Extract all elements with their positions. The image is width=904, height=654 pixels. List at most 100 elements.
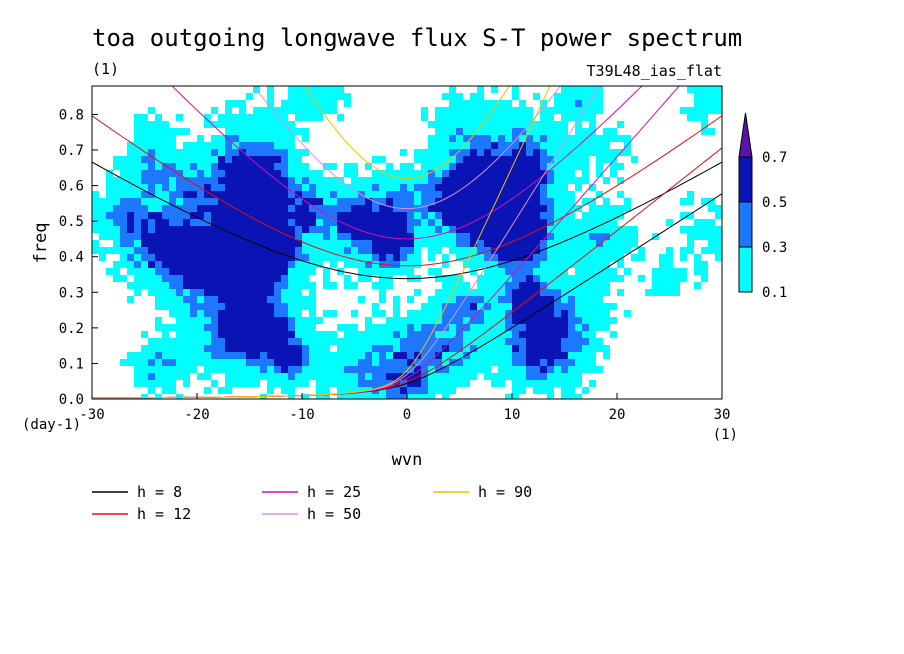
spectral-power-cell: [225, 261, 232, 268]
spectral-power-cell: [365, 163, 372, 170]
spectral-power-cell: [442, 142, 449, 149]
spectral-power-cell: [190, 191, 197, 198]
spectral-power-cell: [274, 345, 281, 352]
spectral-power-cell: [239, 324, 246, 331]
spectral-power-cell: [568, 324, 575, 331]
spectral-power-cell: [267, 212, 274, 219]
spectral-power-cell: [106, 184, 113, 191]
spectral-power-cell: [533, 121, 540, 128]
spectral-power-cell: [134, 366, 141, 373]
spectral-power-cell: [246, 212, 253, 219]
spectral-power-cell: [407, 359, 414, 366]
spectral-power-cell: [302, 303, 309, 310]
spectral-power-cell: [666, 219, 673, 226]
spectral-power-cell: [141, 247, 148, 254]
spectral-power-cell: [386, 366, 393, 373]
spectral-power-cell: [379, 359, 386, 366]
spectral-power-cell: [141, 268, 148, 275]
spectral-power-cell: [463, 226, 470, 233]
spectral-power-cell: [463, 233, 470, 240]
spectral-power-cell: [547, 233, 554, 240]
spectral-power-cell: [484, 219, 491, 226]
spectral-power-cell: [449, 212, 456, 219]
spectral-power-cell: [365, 184, 372, 191]
spectral-power-cell: [484, 268, 491, 275]
spectral-power-cell: [484, 177, 491, 184]
spectral-power-cell: [554, 128, 561, 135]
spectral-power-cell: [288, 289, 295, 296]
spectral-power-cell: [421, 114, 428, 121]
spectral-power-cell: [407, 387, 414, 394]
spectral-power-cell: [547, 352, 554, 359]
spectral-power-cell: [603, 205, 610, 212]
spectral-power-cell: [512, 331, 519, 338]
spectral-power-cell: [197, 163, 204, 170]
spectral-power-cell: [358, 261, 365, 268]
spectral-power-cell: [260, 128, 267, 135]
colorbar-segment: [738, 201, 753, 248]
spectral-power-cell: [253, 198, 260, 205]
spectral-power-cell: [351, 198, 358, 205]
spectral-power-cell: [442, 380, 449, 387]
spectral-power-cell: [589, 226, 596, 233]
spectral-power-cell: [498, 233, 505, 240]
spectral-power-cell: [183, 212, 190, 219]
spectral-power-cell: [365, 345, 372, 352]
spectral-power-cell: [547, 219, 554, 226]
spectral-power-cell: [267, 373, 274, 380]
spectral-power-cell: [386, 212, 393, 219]
spectral-power-cell: [246, 345, 253, 352]
spectral-power-cell: [435, 289, 442, 296]
spectral-power-cell: [239, 212, 246, 219]
spectral-power-cell: [155, 156, 162, 163]
spectral-power-cell: [197, 275, 204, 282]
spectral-power-cell: [470, 121, 477, 128]
spectral-power-cell: [554, 254, 561, 261]
spectral-power-cell: [540, 114, 547, 121]
spectral-power-cell: [267, 331, 274, 338]
spectral-power-cell: [134, 380, 141, 387]
spectral-power-cell: [302, 282, 309, 289]
spectral-power-cell: [505, 219, 512, 226]
spectral-power-cell: [274, 191, 281, 198]
spectral-power-cell: [155, 163, 162, 170]
spectral-power-cell: [225, 282, 232, 289]
spectral-power-cell: [204, 310, 211, 317]
spectral-power-cell: [568, 156, 575, 163]
spectral-power-cell: [526, 240, 533, 247]
spectral-power-cell: [568, 114, 575, 121]
colorbar-label: 0.3: [762, 240, 787, 256]
spectral-power-cell: [204, 345, 211, 352]
spectral-power-cell: [267, 338, 274, 345]
spectral-power-cell: [498, 212, 505, 219]
spectral-power-cell: [239, 254, 246, 261]
spectral-power-cell: [197, 345, 204, 352]
spectral-power-cell: [225, 247, 232, 254]
spectral-power-cell: [365, 198, 372, 205]
spectral-power-cell: [246, 261, 253, 268]
spectral-power-cell: [505, 107, 512, 114]
spectral-power-cell: [386, 219, 393, 226]
spectral-power-cell: [568, 191, 575, 198]
spectral-power-cell: [155, 142, 162, 149]
spectral-power-cell: [673, 282, 680, 289]
spectral-power-cell: [267, 128, 274, 135]
spectral-power-cell: [274, 212, 281, 219]
spectral-power-cell: [484, 247, 491, 254]
spectral-power-cell: [267, 366, 274, 373]
spectral-power-cell: [211, 352, 218, 359]
spectral-power-cell: [484, 345, 491, 352]
spectral-power-cell: [344, 366, 351, 373]
spectral-power-cell: [470, 219, 477, 226]
spectral-power-cell: [302, 205, 309, 212]
spectral-power-cell: [512, 170, 519, 177]
spectral-power-cell: [344, 387, 351, 394]
spectral-power-cell: [463, 247, 470, 254]
spectral-power-cell: [274, 149, 281, 156]
spectral-power-cell: [302, 352, 309, 359]
spectral-power-cell: [281, 373, 288, 380]
spectral-power-cell: [477, 331, 484, 338]
spectral-power-cell: [463, 345, 470, 352]
spectral-power-cell: [358, 352, 365, 359]
spectral-power-cell: [540, 247, 547, 254]
